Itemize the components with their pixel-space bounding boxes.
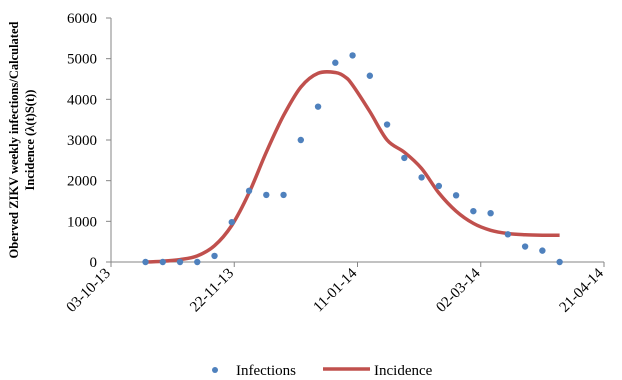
legend: Infections Incidence xyxy=(212,363,433,379)
y-tick-label: 6000 xyxy=(67,11,97,27)
infections-point xyxy=(401,154,408,162)
y-tick-label: 3000 xyxy=(67,133,97,149)
legend-infections-label: Infections xyxy=(236,363,296,379)
infections-point xyxy=(487,210,494,217)
infections-point xyxy=(383,121,391,128)
infections-point xyxy=(452,192,460,199)
infections-point xyxy=(263,191,270,199)
infections-point xyxy=(280,191,287,199)
infections-point xyxy=(159,258,166,266)
x-tick-label: 21-04-14 xyxy=(557,265,608,316)
y-tick-label: 4000 xyxy=(67,92,97,108)
x-tick-label: 11-01-14 xyxy=(311,265,361,315)
infections-point xyxy=(539,247,546,254)
y-tick-label: 5000 xyxy=(67,52,97,68)
infections-point xyxy=(194,258,201,266)
infections-point xyxy=(332,59,339,66)
y-axis-title-line-1: Oberved ZIKV weekly infections/Calculate… xyxy=(7,21,21,258)
y-tick-label: 2000 xyxy=(67,174,97,190)
infections-point xyxy=(435,182,443,190)
x-tick-label: 02-03-14 xyxy=(433,265,484,316)
y-ticks: 0 1000 2000 3000 4000 5000 6000 xyxy=(67,11,111,271)
infections-point xyxy=(142,258,149,266)
infections-point xyxy=(470,207,477,215)
infections-point xyxy=(504,231,512,238)
plot-area xyxy=(142,52,563,266)
infections-point xyxy=(176,258,184,266)
infections-point xyxy=(556,258,563,266)
x-ticks: 03-10-13 22-11-13 11-01-14 02-03-14 21-04-14 xyxy=(64,262,608,316)
y-tick-label: 1000 xyxy=(67,214,97,230)
y-axis-title-line-2: Incidence (λ(t)S(t)) xyxy=(23,90,37,191)
x-tick-label: 22-11-13 xyxy=(187,266,237,316)
infections-point xyxy=(297,136,305,144)
legend-incidence-label: Incidence xyxy=(374,363,433,379)
infections-point xyxy=(314,103,322,110)
infections-point xyxy=(521,243,529,250)
infections-point xyxy=(366,72,374,79)
legend-infections-marker xyxy=(212,367,218,373)
y-tick-label: 0 xyxy=(90,255,98,271)
series-incidence-line xyxy=(145,70,560,264)
x-tick-label: 03-10-13 xyxy=(64,266,114,316)
infections-point xyxy=(228,218,235,226)
infections-point xyxy=(418,174,425,181)
infections-point xyxy=(349,52,356,59)
infections-point xyxy=(245,187,253,195)
axes xyxy=(110,18,604,263)
infections-point xyxy=(211,252,218,260)
